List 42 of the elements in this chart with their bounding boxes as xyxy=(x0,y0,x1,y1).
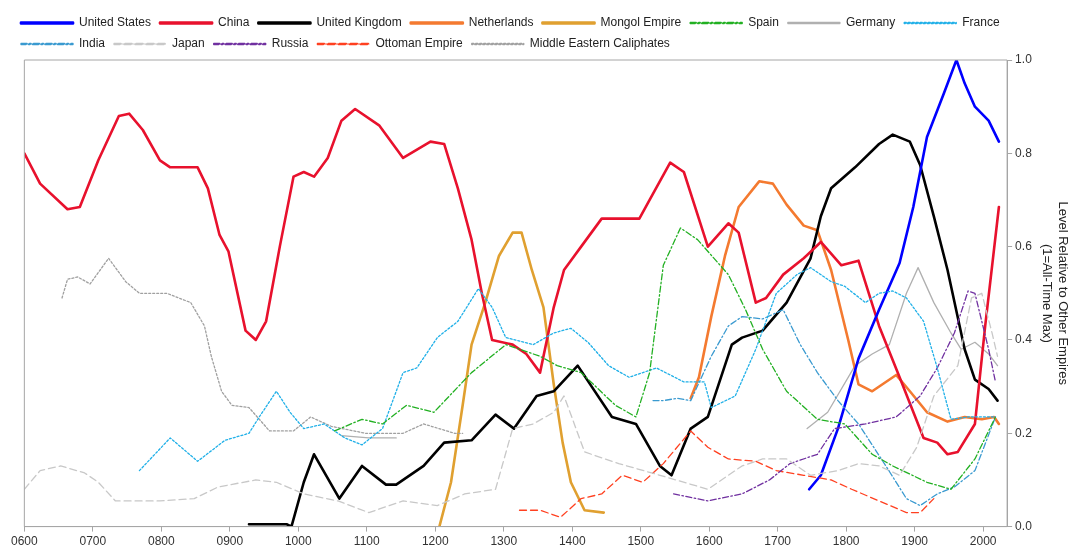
y-tick-label: 1.0 xyxy=(1015,52,1033,67)
x-tick-label: 1900 xyxy=(901,534,929,549)
legend-label: France xyxy=(962,15,1000,30)
legend-label: China xyxy=(218,15,250,30)
legend-label: Russia xyxy=(271,36,309,51)
line-series xyxy=(61,257,464,434)
legend-label: Japan xyxy=(172,36,205,51)
legend-label: United Kingdom xyxy=(316,15,402,30)
line-series xyxy=(138,266,997,472)
legend-label: Middle Eastern Caliphates xyxy=(529,36,670,51)
x-tick-label: 0600 xyxy=(11,534,39,549)
x-tick-label: 1100 xyxy=(353,534,380,549)
line-series xyxy=(672,290,997,502)
legend-label: Netherlands xyxy=(468,15,534,30)
legend-label: Mongol Empire xyxy=(600,15,682,30)
legend-label: India xyxy=(79,36,106,51)
legend-label: Ottoman Empire xyxy=(375,36,464,51)
x-tick-label: 1200 xyxy=(421,534,449,549)
line-series xyxy=(652,308,997,507)
y-tick-label: 0.6 xyxy=(1015,238,1033,253)
line-series xyxy=(518,430,935,518)
line-series xyxy=(333,227,997,490)
x-tick-label: 1700 xyxy=(764,534,792,549)
y-tick-label: 0.2 xyxy=(1015,425,1033,440)
x-tick-label: 0700 xyxy=(79,534,107,549)
x-tick-label: 2000 xyxy=(969,534,997,549)
x-tick-label: 1800 xyxy=(832,534,860,549)
legend-label: Spain xyxy=(748,15,779,30)
x-tick-label: 1500 xyxy=(627,534,655,549)
x-tick-label: 1000 xyxy=(284,534,312,549)
y-axis-title: Level Relative to Other Empires (1=All-Time Max) xyxy=(1040,201,1071,386)
legend-label: United States xyxy=(79,15,152,30)
y-tick-label: 0.4 xyxy=(1015,332,1033,347)
y-tick-label: 0.8 xyxy=(1015,145,1033,160)
x-tick-label: 1300 xyxy=(490,534,518,549)
x-tick-label: 1600 xyxy=(695,534,723,549)
y-tick-label: 0.0 xyxy=(1015,518,1033,533)
legend-label: Germany xyxy=(845,15,896,30)
x-tick-label: 0800 xyxy=(147,534,175,549)
x-tick-label: 0900 xyxy=(216,534,244,549)
line-series xyxy=(24,292,999,514)
x-tick-label: 1400 xyxy=(558,534,586,549)
